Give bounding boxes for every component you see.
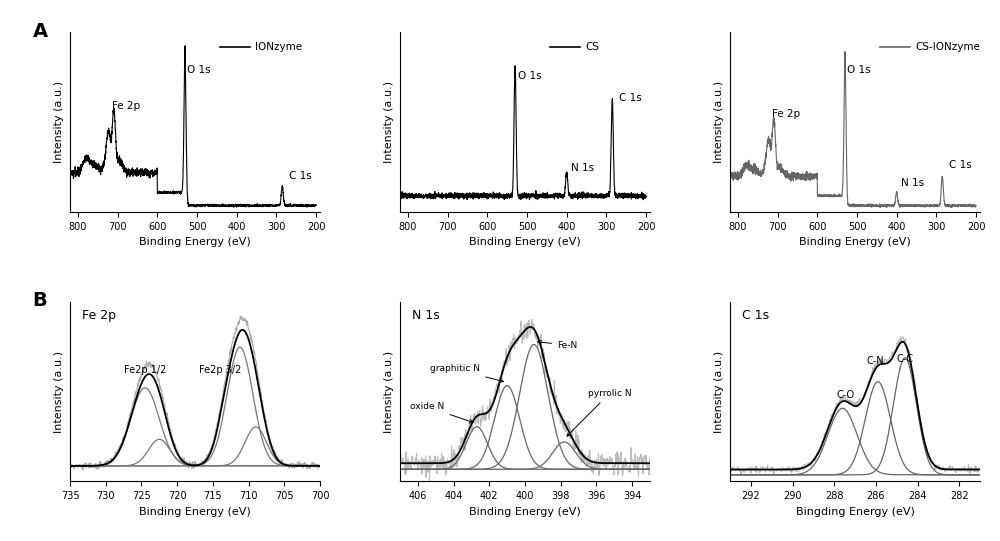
Text: CS-IONzyme: CS-IONzyme	[915, 42, 980, 52]
Text: O 1s: O 1s	[847, 65, 870, 75]
X-axis label: Binding Energy (eV): Binding Energy (eV)	[139, 507, 251, 517]
Text: CS: CS	[585, 42, 599, 52]
X-axis label: Bingding Energy (eV): Bingding Energy (eV)	[796, 507, 914, 517]
Text: Fe2p 3/2: Fe2p 3/2	[199, 365, 241, 375]
Text: B: B	[33, 291, 47, 310]
Y-axis label: Intensity (a.u.): Intensity (a.u.)	[714, 351, 724, 433]
Text: A: A	[33, 22, 48, 41]
Text: Fe 2p: Fe 2p	[772, 109, 800, 119]
Text: Fe2p 1/2: Fe2p 1/2	[124, 365, 166, 375]
Text: IONzyme: IONzyme	[255, 42, 302, 52]
Text: O 1s: O 1s	[518, 71, 542, 82]
Text: C-O: C-O	[836, 390, 854, 400]
Text: C 1s: C 1s	[742, 309, 770, 322]
Text: Fe 2p: Fe 2p	[112, 101, 140, 111]
X-axis label: Binding Energy (eV): Binding Energy (eV)	[469, 237, 581, 247]
X-axis label: Binding Energy (eV): Binding Energy (eV)	[139, 237, 251, 247]
Text: Fe 2p: Fe 2p	[82, 309, 116, 322]
Text: Fe-N: Fe-N	[538, 340, 577, 349]
Y-axis label: Intensity (a.u.): Intensity (a.u.)	[714, 81, 724, 163]
Text: oxide N: oxide N	[410, 403, 473, 423]
X-axis label: Binding Energy (eV): Binding Energy (eV)	[469, 507, 581, 517]
Text: O 1s: O 1s	[187, 65, 210, 75]
Y-axis label: Intensity (a.u.): Intensity (a.u.)	[54, 351, 64, 433]
Text: C 1s: C 1s	[289, 171, 312, 181]
Text: C 1s: C 1s	[949, 160, 972, 170]
Text: N 1s: N 1s	[901, 177, 924, 188]
Y-axis label: Intensity (a.u.): Intensity (a.u.)	[54, 81, 64, 163]
Text: N 1s: N 1s	[412, 309, 440, 322]
Text: N 1s: N 1s	[571, 163, 594, 173]
Text: graphitic N: graphitic N	[430, 365, 503, 382]
Text: C-C: C-C	[896, 354, 913, 364]
Text: pyrrolic N: pyrrolic N	[567, 390, 631, 436]
X-axis label: Binding Energy (eV): Binding Energy (eV)	[799, 237, 911, 247]
Y-axis label: Intensity (a.u.): Intensity (a.u.)	[384, 81, 394, 163]
Text: C-N: C-N	[867, 357, 884, 366]
Y-axis label: Intensity (a.u.): Intensity (a.u.)	[384, 351, 394, 433]
Text: C 1s: C 1s	[619, 93, 642, 103]
